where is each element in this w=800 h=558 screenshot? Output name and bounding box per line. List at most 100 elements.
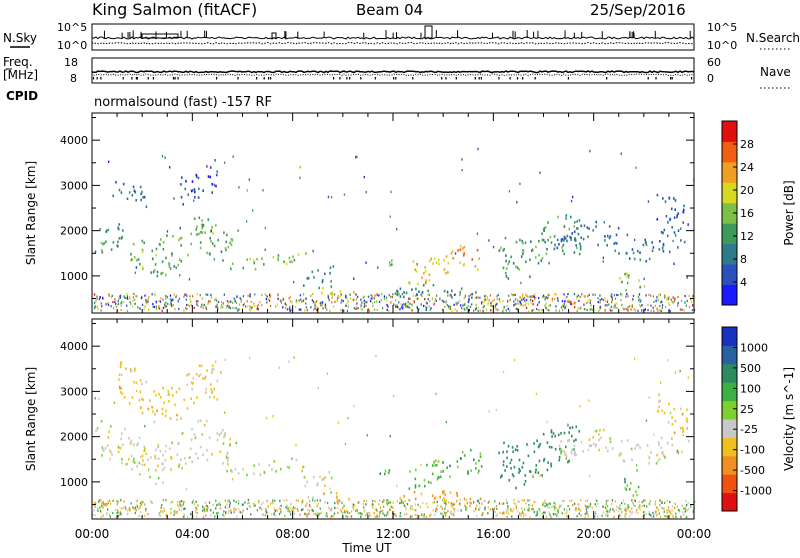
scatter-cell [293,356,295,359]
clutter-cell [578,307,581,310]
colorbar-swatch [722,141,737,163]
echo-cell [547,221,549,224]
clutter-cell [554,503,556,506]
nave-dropout [270,77,272,80]
clutter-cell [307,513,309,516]
echo-cell [214,360,217,364]
clutter-cell [362,503,364,506]
clutter-cell [621,502,623,505]
clutter-cell [576,515,578,518]
clutter-cell [487,303,489,306]
clutter-cell [532,508,535,511]
clutter-cell [144,514,146,517]
clutter-cell [613,306,615,309]
clutter-cell [583,303,585,306]
echo-cell [510,467,512,470]
echo-cell [463,263,465,266]
clutter-cell [398,301,400,304]
echo-cell [467,470,469,473]
clutter-cell [117,509,119,512]
echo-cell [570,236,572,239]
clutter-cell [561,512,563,515]
echo-cell [573,230,576,233]
clutter-cell [374,515,376,518]
echo-cell [435,459,437,462]
echo-cell [202,453,204,457]
clutter-cell [649,500,651,503]
clutter-cell [518,500,520,503]
clutter-cell [566,515,568,518]
clutter-cell [524,299,526,302]
clutter-cell [611,297,613,300]
clutter-cell [274,499,276,502]
nave-dropout [135,77,137,80]
echo-cell [632,251,635,255]
clutter-cell [611,499,614,502]
echo-cell [520,255,523,258]
clutter-cell [684,506,686,509]
echo-cell [597,243,599,247]
clutter-cell [190,304,192,307]
echo-cell [213,244,216,248]
clutter-cell [308,504,311,507]
clutter-cell [479,309,481,312]
clutter-cell [392,506,394,509]
clutter-cell [523,515,525,518]
clutter-cell [100,511,102,514]
clutter-cell [427,506,429,509]
echo-cell [667,221,669,224]
echo-cell [196,233,198,236]
echo-cell [118,237,121,240]
echo-cell [462,254,465,257]
echo-cell [195,373,198,376]
clutter-cell [604,299,606,302]
echo-cell [618,252,620,255]
clutter-cell [660,309,662,312]
clutter-cell [460,509,462,512]
clutter-cell [448,501,450,504]
echo-cell [560,239,563,243]
scatter-cell [262,189,264,192]
clutter-cell [176,501,179,504]
clutter-cell [246,507,248,510]
echo-cell [414,477,417,481]
echo-cell [182,203,184,206]
clutter-cell [185,293,187,296]
clutter-cell [597,297,599,300]
echo-cell [164,458,167,462]
clutter-cell [176,512,178,515]
clutter-cell [265,511,268,514]
clutter-cell [544,499,546,502]
clutter-cell [352,503,354,506]
clutter-cell [476,500,479,503]
clutter-cell [414,509,416,512]
clutter-cell [409,297,411,300]
clutter-cell [110,296,112,299]
scatter-cell [516,201,518,204]
clutter-cell [417,503,419,506]
clutter-cell [235,500,237,503]
clutter-cell [324,501,326,504]
echo-cell [201,219,203,222]
clutter-cell [242,304,245,307]
clutter-cell [403,513,406,516]
clutter-cell [120,499,122,503]
echo-cell [288,256,291,260]
echo-cell [138,399,141,402]
clutter-cell [107,302,109,305]
y-tick-label: 4000 [60,340,88,353]
clutter-cell [331,507,333,510]
echo-cell [502,450,504,454]
echo-cell [671,226,673,229]
clutter-cell [519,303,522,306]
clutter-cell [152,305,154,308]
clutter-cell [602,298,604,302]
clutter-cell [283,499,285,502]
echo-cell [150,456,152,459]
echo-cell [157,457,160,460]
clutter-cell [147,297,149,300]
clutter-cell [589,308,591,311]
clutter-cell [132,506,134,509]
clutter-cell [383,505,385,508]
echo-cell [167,393,170,396]
